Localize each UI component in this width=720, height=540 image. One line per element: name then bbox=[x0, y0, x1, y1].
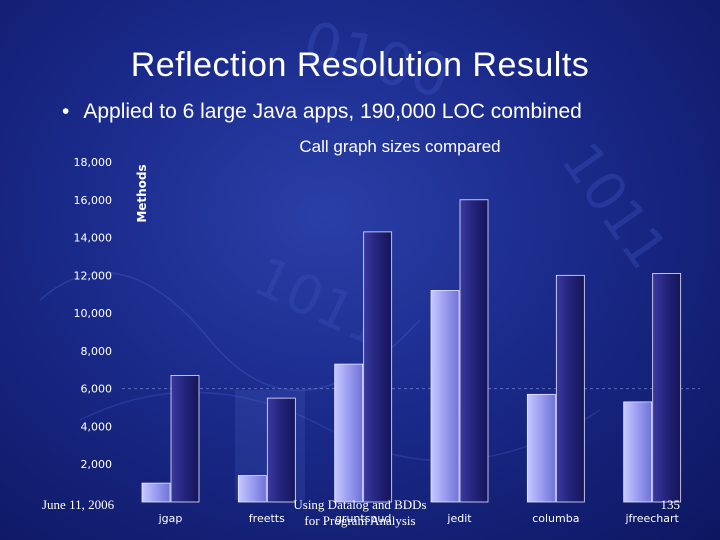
bar-columba-series-2 bbox=[555, 274, 585, 503]
x-tick-label: columba bbox=[532, 512, 579, 525]
x-tick-label: gruntspud bbox=[335, 512, 391, 525]
y-tick-label: 14,000 bbox=[74, 232, 113, 245]
bar-gruntspud-series-2 bbox=[363, 231, 393, 503]
x-tick-label: freetts bbox=[249, 512, 285, 525]
y-tick-label: 16,000 bbox=[74, 194, 113, 207]
footer-title: Using Datalog and BDDs for Program Analy… bbox=[260, 497, 460, 529]
y-tick-label: 12,000 bbox=[74, 269, 113, 282]
x-tick-label: jgap bbox=[158, 512, 183, 525]
bullet-point: • Applied to 6 large Java apps, 190,000 L… bbox=[62, 100, 582, 124]
chart-title: Call graph sizes compared bbox=[299, 137, 501, 156]
bullet-text: Applied to 6 large Java apps, 190,000 LO… bbox=[83, 100, 582, 123]
bar-jfreechart-series-2 bbox=[652, 273, 682, 503]
bar-jedit-series-1 bbox=[430, 290, 460, 503]
y-tick-label: 6,000 bbox=[81, 383, 113, 396]
page-number: 135 bbox=[660, 497, 681, 512]
bar-columba-series-1 bbox=[526, 393, 556, 503]
bar-jgap-series-1 bbox=[141, 482, 171, 503]
y-tick-label: 4,000 bbox=[81, 420, 113, 433]
x-tick-label: jfreechart bbox=[624, 512, 679, 525]
footer-title-line2: for Program Analysis bbox=[304, 513, 416, 528]
y-tick-label: 8,000 bbox=[81, 345, 113, 358]
bullet-dot-icon: • bbox=[62, 100, 70, 123]
footer-title-line1: Using Datalog and BDDs bbox=[293, 497, 427, 512]
y-axis-label: Methods bbox=[135, 164, 149, 222]
y-tick-label: 18,000 bbox=[74, 156, 113, 169]
y-tick-label: 2,000 bbox=[81, 458, 113, 471]
bar-jfreechart-series-1 bbox=[623, 401, 653, 503]
bar-jgap-series-2 bbox=[170, 375, 200, 503]
slide-title: Reflection Resolution Results bbox=[130, 46, 590, 84]
bar-gruntspud-series-1 bbox=[334, 363, 364, 503]
footer-date: June 11, 2006 bbox=[42, 497, 115, 512]
bar-freetts-series-1 bbox=[237, 475, 267, 503]
x-tick-label: jedit bbox=[446, 512, 472, 525]
y-tick-label: 10,000 bbox=[74, 307, 113, 320]
bar-jedit-series-2 bbox=[459, 199, 489, 503]
bar-freetts-series-2 bbox=[266, 397, 296, 503]
